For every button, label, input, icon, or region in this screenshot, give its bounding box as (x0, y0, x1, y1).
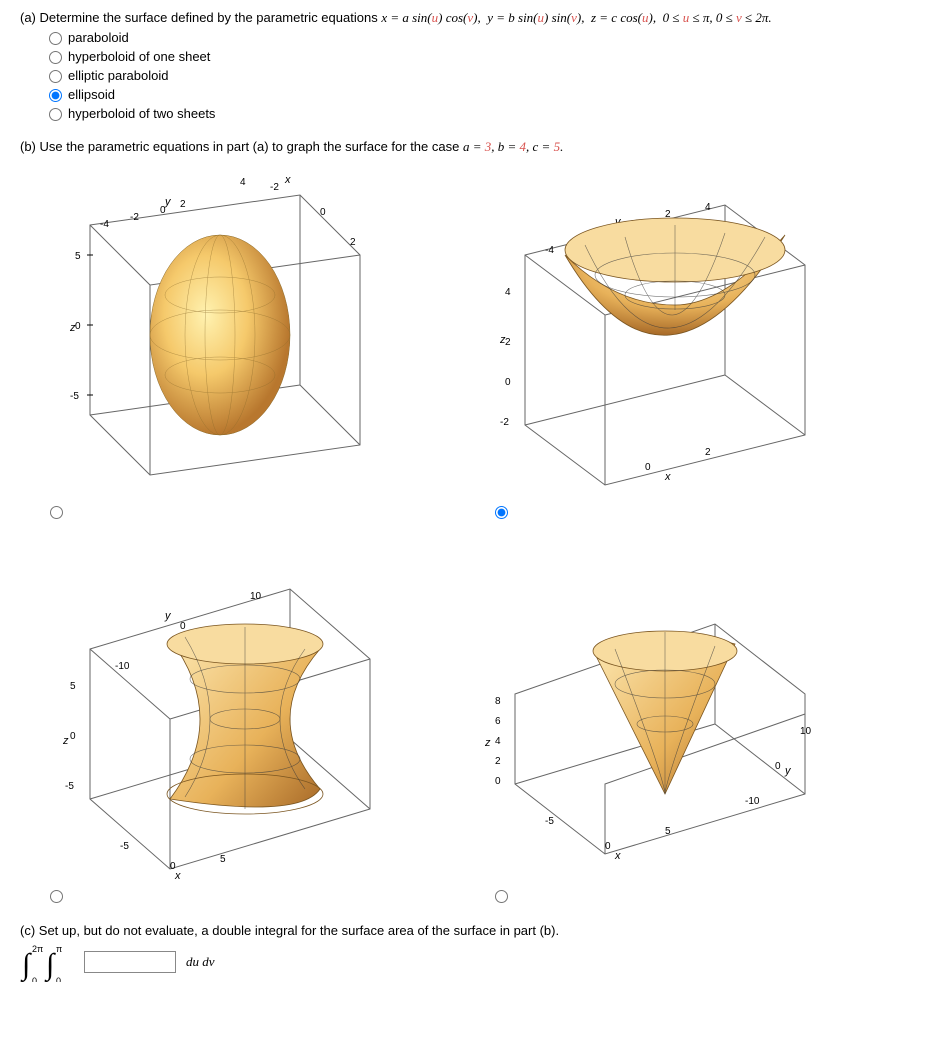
plot-grid: 5 0 -5 z 4 -2 x 0 2 y 2 0 -2 -4 (20, 165, 870, 903)
radio-ellipsoid[interactable] (49, 89, 62, 102)
plot-radio-1[interactable] (50, 506, 63, 519)
part-b-prompt: (b) Use the parametric equations in part… (20, 139, 924, 155)
z-label: z (62, 735, 69, 747)
double-integral-icon: ∫ 2π 0 ∫ π 0 (20, 942, 80, 982)
x-tick: -5 (120, 841, 129, 852)
x-tick: 0 (645, 462, 651, 473)
plot-paraboloid: 4 2 0 -2 z 0 2 x y 0 2 4 -2 -4 (465, 165, 825, 495)
z-tick: 2 (495, 756, 501, 767)
z-tick: -5 (70, 391, 79, 402)
y-tick: 4 (705, 202, 711, 213)
y-tick: -2 (130, 212, 139, 223)
x-tick: 2 (705, 447, 711, 458)
plot-option-2[interactable]: 4 2 0 -2 z 0 2 x y 0 2 4 -2 -4 (465, 165, 870, 519)
z-label: z (69, 322, 76, 334)
option-ellipsoid[interactable]: ellipsoid (44, 86, 924, 102)
y-tick: -4 (545, 245, 554, 256)
z-tick: 6 (495, 716, 501, 727)
integral-expression: ∫ 2π 0 ∫ π 0 du dv (20, 942, 924, 982)
svg-text:2π: 2π (32, 944, 43, 954)
svg-text:π: π (56, 944, 62, 954)
svg-text:0: 0 (56, 976, 61, 982)
y-label: y (784, 765, 792, 777)
x-tick: -2 (270, 182, 279, 193)
y-tick: -10 (745, 796, 760, 807)
part-a-options: paraboloid hyperboloid of one sheet elli… (44, 29, 924, 121)
svg-text:0: 0 (32, 976, 37, 982)
radio-paraboloid[interactable] (49, 32, 62, 45)
y-tick: 2 (180, 199, 186, 210)
y-tick: -4 (100, 219, 109, 230)
option-label: hyperboloid of two sheets (68, 106, 215, 121)
radio-hyperboloid-two[interactable] (49, 108, 62, 121)
y-tick: 10 (800, 726, 812, 737)
z-tick: 2 (505, 337, 511, 348)
option-label: hyperboloid of one sheet (68, 49, 210, 64)
x-tick: -5 (545, 816, 554, 827)
plot-cone: 8 6 4 2 0 z -5 0 5 x -10 0 10 y (465, 549, 825, 879)
option-label: ellipsoid (68, 87, 115, 102)
x-tick: 0 (605, 841, 611, 852)
plot-ellipsoid: 5 0 -5 z 4 -2 x 0 2 y 2 0 -2 -4 (20, 165, 380, 495)
y-tick: 0 (775, 761, 781, 772)
z-tick: 0 (495, 776, 501, 787)
plot-radio-3[interactable] (50, 890, 63, 903)
option-paraboloid[interactable]: paraboloid (44, 29, 924, 45)
part-b-params: a = 3, b = 4, c = 5. (463, 139, 563, 154)
x-tick: 5 (665, 826, 671, 837)
part-b-prefix: (b) Use the parametric equations in part… (20, 139, 463, 154)
z-label: z (484, 737, 491, 749)
plot-radio-2[interactable] (495, 506, 508, 519)
part-a-prompt: (a) Determine the surface defined by the… (20, 10, 924, 26)
plot-hyperboloid: 5 0 -5 z -5 0 5 x -10 0 10 y (20, 549, 380, 879)
z-tick: 8 (495, 696, 501, 707)
option-label: paraboloid (68, 30, 129, 45)
plot-option-4[interactable]: 8 6 4 2 0 z -5 0 5 x -10 0 10 y (465, 549, 870, 903)
y-tick: 0 (160, 205, 166, 216)
x-label: x (174, 870, 181, 879)
radio-elliptic-paraboloid[interactable] (49, 70, 62, 83)
z-tick: 5 (75, 251, 81, 262)
x-tick: 0 (320, 207, 326, 218)
z-tick: -2 (500, 417, 509, 428)
part-c-prompt: (c) Set up, but do not evaluate, a doubl… (20, 923, 924, 938)
y-tick: -10 (115, 661, 130, 672)
plot-option-1[interactable]: 5 0 -5 z 4 -2 x 0 2 y 2 0 -2 -4 (20, 165, 425, 519)
svg-text:∫: ∫ (44, 948, 56, 982)
z-tick: 0 (75, 321, 81, 332)
radio-hyperboloid-one[interactable] (49, 51, 62, 64)
z-tick: -5 (65, 781, 74, 792)
x-label: x (664, 471, 671, 483)
y-tick: 10 (250, 591, 262, 602)
x-tick: 2 (350, 237, 356, 248)
plot-radio-4[interactable] (495, 890, 508, 903)
z-tick: 5 (70, 681, 76, 692)
option-hyperboloid-one[interactable]: hyperboloid of one sheet (44, 48, 924, 64)
z-tick: 0 (70, 731, 76, 742)
option-elliptic-paraboloid[interactable]: elliptic paraboloid (44, 67, 924, 83)
x-label: x (614, 850, 621, 862)
z-label: z (499, 334, 506, 346)
z-tick: 4 (505, 287, 511, 298)
plot-option-3[interactable]: 5 0 -5 z -5 0 5 x -10 0 10 y (20, 549, 425, 903)
integrand-input[interactable] (84, 951, 176, 973)
part-a-equations: x = a sin(u) cos(v), y = b sin(u) sin(v)… (381, 10, 771, 25)
option-label: elliptic paraboloid (68, 68, 168, 83)
option-hyperboloid-two[interactable]: hyperboloid of two sheets (44, 105, 924, 121)
differential: du dv (186, 954, 215, 970)
x-tick: 4 (240, 177, 246, 188)
y-label: y (164, 610, 172, 622)
svg-text:∫: ∫ (20, 948, 32, 982)
x-label: x (284, 174, 291, 186)
part-a-prefix: (a) Determine the surface defined by the… (20, 10, 381, 25)
z-tick: 4 (495, 736, 501, 747)
z-tick: 0 (505, 377, 511, 388)
y-tick: 0 (180, 621, 186, 632)
x-tick: 5 (220, 854, 226, 865)
